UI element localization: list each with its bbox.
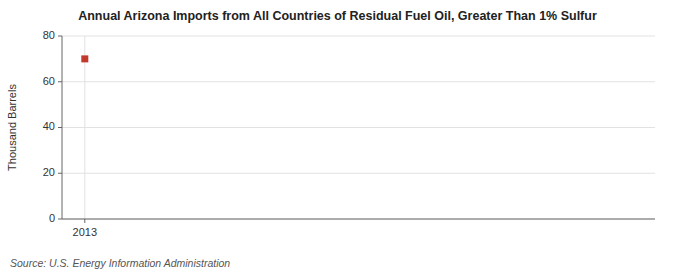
y-tick-label: 0 (49, 212, 55, 224)
y-tick (58, 173, 62, 174)
grid-line (62, 127, 655, 128)
title: Annual Arizona Imports from All Countrie… (78, 9, 597, 23)
y-tick-label: 40 (43, 120, 55, 132)
y-tick-label: 80 (43, 29, 55, 41)
y-tick (58, 127, 62, 128)
chart: 0 20 40 60 80 2013 Thousand Barrels Annual Ariz… (0, 0, 675, 275)
x-tick-label: 2013 (73, 226, 97, 238)
x-axis-line (62, 219, 655, 220)
grid (62, 36, 655, 219)
chart-container: 0 20 40 60 80 2013 Thousand Barrels Annual Ariz… (0, 0, 675, 275)
x-tick (84, 219, 85, 223)
y-tick-label: 20 (43, 166, 55, 178)
point (81, 55, 88, 62)
grid-line (62, 173, 655, 174)
y-tick (58, 219, 62, 220)
marks (81, 55, 88, 62)
y-tick-label: 60 (43, 75, 55, 87)
y-tick (58, 81, 62, 82)
grid-line (84, 36, 85, 219)
grid-line (62, 219, 655, 220)
grid-line (62, 81, 655, 82)
source-note: Source: U.S. Energy Information Administ… (10, 257, 230, 269)
y-tick (58, 36, 62, 37)
grid-line (62, 36, 655, 37)
y-axis-label: Thousand Barrels (6, 84, 18, 171)
axes: 0 20 40 60 80 2013 (43, 29, 655, 238)
